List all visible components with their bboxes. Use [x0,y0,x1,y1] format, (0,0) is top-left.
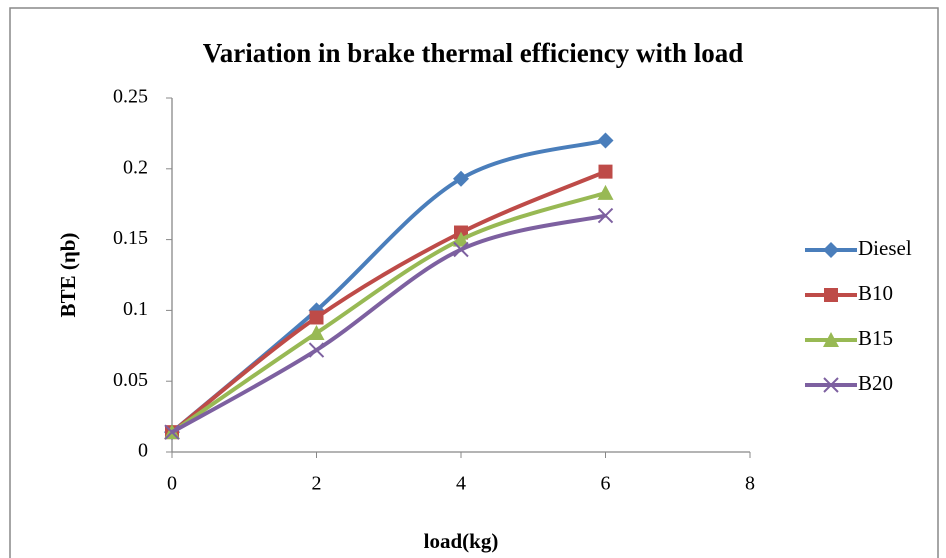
data-point [598,164,613,179]
x-axis-label: load(kg) [424,529,499,553]
legend-marker [823,332,839,347]
y-tick-label: 0.15 [113,227,148,249]
legend-marker [823,242,839,258]
x-tick-label: 8 [745,473,755,495]
series-line [170,169,607,434]
chart-title: Variation in brake thermal efficiency wi… [203,38,743,68]
data-point [597,207,614,224]
legend-label: B15 [858,326,893,350]
y-axis-label: BTE (ηb) [56,233,80,318]
data-point [308,325,325,341]
legend-marker [824,288,838,302]
data-point [453,170,469,187]
y-tick-label: 0.05 [113,369,148,391]
legend-label: Diesel [858,236,912,260]
series-line [171,213,606,434]
data-point [453,231,469,247]
y-tick-label: 0.25 [113,86,148,108]
y-tick-label: 0.2 [123,156,148,178]
data-point [597,184,614,200]
x-tick-label: 6 [601,473,611,495]
data-point [308,342,325,358]
data-point [597,132,614,149]
legend-label: B20 [858,371,893,395]
x-tick-label: 0 [167,473,177,495]
data-point [164,424,180,440]
y-tick-label: 0.1 [123,298,148,320]
chart-border [9,7,939,558]
y-tick-label: 0 [138,440,148,462]
series-line [170,190,607,434]
data-point [309,310,324,325]
legend-marker [823,377,839,393]
data-point [453,241,469,258]
x-tick-label: 4 [456,473,466,495]
x-tick-label: 2 [312,473,322,495]
legend-label: B10 [858,281,893,305]
